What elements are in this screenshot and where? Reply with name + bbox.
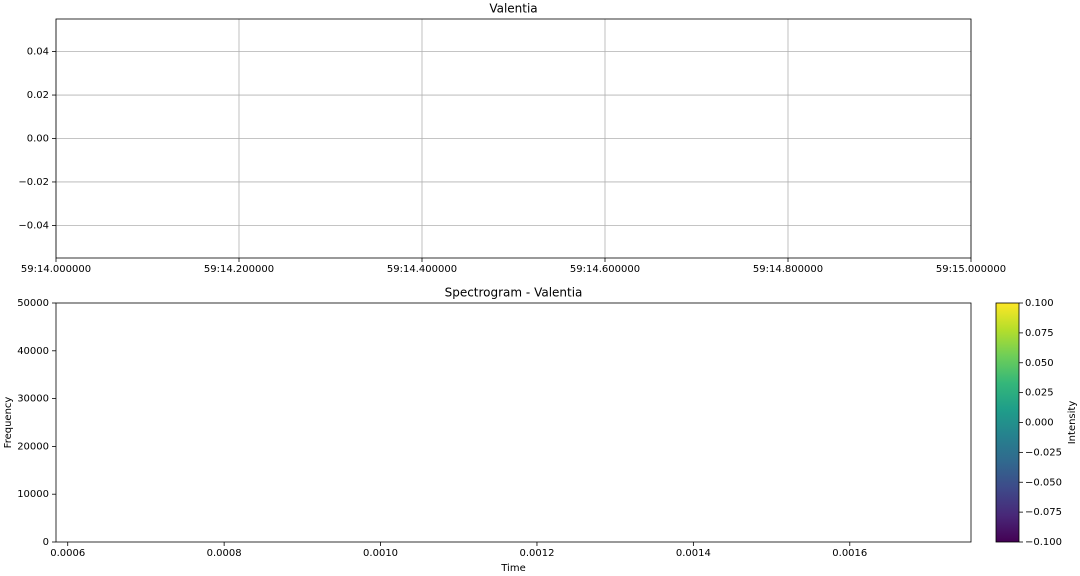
x-axis-label: Time	[500, 563, 525, 574]
colorbar-tick-label: 0.100	[1025, 298, 1054, 309]
colorbar-tick-label: −0.025	[1025, 447, 1062, 458]
x-tick-label: 0.0014	[676, 548, 711, 559]
x-tick-label: 59:15.000000	[936, 264, 1006, 275]
x-tick-label: 0.0008	[207, 548, 242, 559]
x-tick-label: 59:14.600000	[570, 264, 640, 275]
y-tick-label: 0	[43, 537, 49, 548]
x-tick-label: 59:14.400000	[387, 264, 457, 275]
x-tick-label: 0.0010	[363, 548, 398, 559]
x-tick-label: 59:14.200000	[204, 264, 274, 275]
y-tick-label: 30000	[17, 394, 49, 405]
y-tick-label: 0.00	[27, 134, 49, 145]
y-tick-label: 0.04	[27, 47, 49, 58]
axes-frame	[55, 18, 972, 259]
y-tick-label: 50000	[17, 298, 49, 309]
x-tick-label: 59:14.800000	[753, 264, 823, 275]
y-tick-label: 0.02	[27, 90, 49, 101]
y-tick-label: −0.04	[18, 220, 49, 231]
colorbar-tick-label: −0.100	[1025, 537, 1062, 548]
y-tick-label: −0.02	[18, 177, 49, 188]
y-axis-label: Frequency	[3, 397, 14, 449]
axes-frame	[55, 302, 972, 543]
y-tick-label: 40000	[17, 346, 49, 357]
chart-title: Valentia	[489, 2, 537, 16]
colorbar-tick-label: 0.025	[1025, 388, 1054, 399]
colorbar-tick-label: 0.000	[1025, 418, 1054, 429]
colorbar-tick-label: −0.050	[1025, 477, 1062, 488]
x-tick-label: 0.0012	[519, 548, 554, 559]
x-tick-label: 0.0016	[832, 548, 867, 559]
x-tick-label: 0.0006	[50, 548, 85, 559]
colorbar	[995, 302, 1020, 543]
colorbar-tick-label: −0.075	[1025, 507, 1062, 518]
x-tick-label: 59:14.000000	[21, 264, 91, 275]
colorbar-tick-label: 0.075	[1025, 328, 1054, 339]
colorbar-tick-label: 0.050	[1025, 358, 1054, 369]
chart-title: Spectrogram - Valentia	[445, 286, 583, 300]
colorbar-label: Intensity	[1067, 401, 1078, 445]
y-tick-label: 20000	[17, 441, 49, 452]
y-tick-label: 10000	[17, 489, 49, 500]
plot-area	[56, 303, 971, 542]
